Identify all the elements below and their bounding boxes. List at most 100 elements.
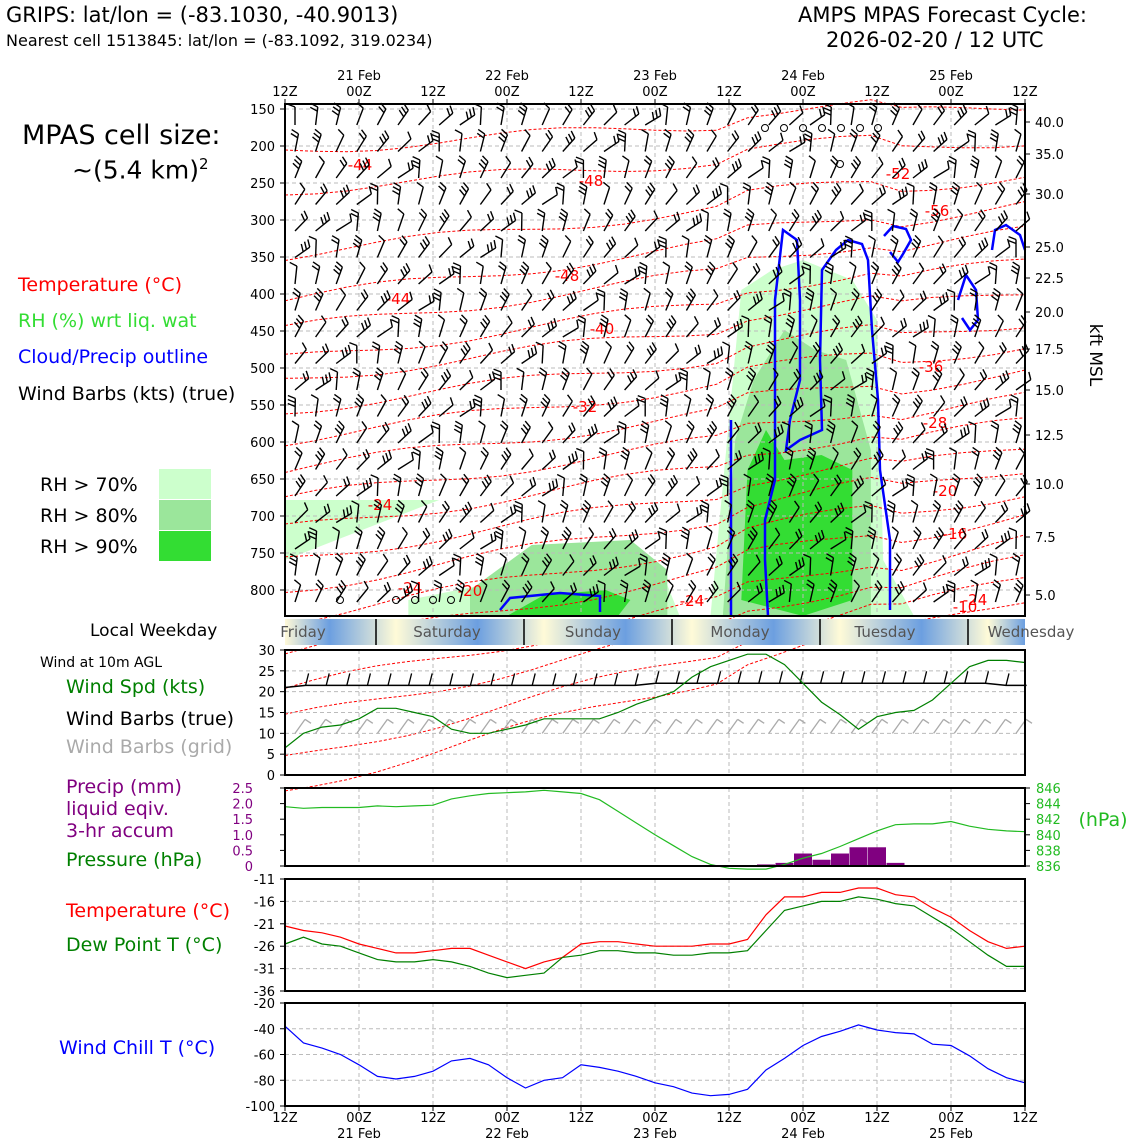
- dewpoint-label: Dew Point T (°C): [66, 934, 223, 956]
- wind-barb-flag: [831, 155, 839, 163]
- grid-barb-flag: [654, 718, 662, 724]
- wind-barb-shaft: [933, 591, 949, 603]
- temp-contour-17: [284, 554, 1026, 715]
- wind-barb-flag: [546, 553, 553, 561]
- wind-barb-flag: [501, 291, 508, 299]
- wind-barb-flag: [413, 318, 422, 324]
- temp-contour-label-4: -48: [555, 267, 580, 285]
- wind-barb-flag: [827, 424, 835, 430]
- wind-barb-flag: [793, 371, 799, 380]
- wind-barb-flag: [447, 236, 453, 245]
- wind-barb-flag: [724, 499, 732, 506]
- wind-barb-flag: [739, 318, 744, 327]
- true-barb-flag: [655, 671, 660, 684]
- wind-barb-flag: [906, 481, 914, 487]
- wind-barb-flag: [844, 530, 853, 536]
- calm-circle-low-2: [411, 596, 419, 604]
- wind-barb-flag: [948, 159, 956, 165]
- wind-barb-shaft: [706, 193, 722, 206]
- wind-barb-flag: [291, 128, 299, 135]
- wind-barb-flag: [505, 155, 512, 164]
- wind-barb-flag: [705, 106, 713, 113]
- true-barb-flag: [675, 671, 681, 684]
- wind-barb-flag: [292, 162, 300, 170]
- wind-barb-shaft: [335, 107, 342, 126]
- wind-barb-flag: [589, 266, 594, 275]
- wind-barb-flag: [592, 555, 597, 564]
- wind-barb-flag: [999, 345, 1005, 353]
- wind-barb-shaft: [583, 591, 599, 603]
- wind-barb-shaft: [891, 296, 905, 311]
- wind-barb-shaft: [582, 346, 590, 364]
- wind-barb-shaft: [603, 272, 619, 285]
- wind-barb-shaft: [871, 163, 884, 179]
- wind-barb-shaft: [335, 191, 350, 206]
- wind-barb-flag: [776, 395, 782, 404]
- wind-barb-shaft: [932, 346, 940, 364]
- wind-barb-shaft: [335, 266, 344, 285]
- wind-barb-shaft: [624, 507, 636, 523]
- wind-barb-flag: [637, 394, 646, 400]
- wind-barb-flag: [355, 526, 363, 533]
- wind-barb-flag: [818, 369, 824, 378]
- wind-barb-flag: [578, 189, 586, 196]
- wind-barb-shaft: [789, 141, 806, 153]
- wind-barb-flag: [579, 348, 587, 355]
- wind-barb-flag: [989, 261, 997, 267]
- wind-barb-shaft: [315, 321, 327, 338]
- wind-barb-flag: [974, 477, 982, 484]
- wind-barb-shaft: [809, 537, 825, 550]
- wind-barb-flag: [571, 453, 575, 462]
- true-barb-flag: [366, 673, 372, 686]
- wind-barb-flag: [421, 401, 427, 410]
- wind-barb-flag: [994, 450, 1001, 457]
- wind-barb-shaft: [727, 457, 742, 471]
- wind-barb-flag: [549, 289, 555, 298]
- wind-barb-flag: [911, 371, 919, 378]
- wind-barb-flag: [371, 345, 380, 351]
- wind-barb-flag: [647, 185, 654, 194]
- wind-barb-flag: [1026, 211, 1031, 220]
- wind-barb-flag: [409, 291, 413, 300]
- wind-barb-flag: [953, 507, 960, 515]
- wind-barb-flag: [732, 262, 738, 270]
- wind-barb-shaft: [665, 481, 678, 497]
- true-barb-flag: [964, 671, 969, 684]
- wind-barb-flag: [503, 579, 510, 587]
- wind-barb-shaft: [912, 372, 920, 391]
- xlabel-bottom-date-4: 25 Feb: [929, 1127, 973, 1140]
- wind-barb-flag: [401, 428, 406, 437]
- wind-barb-shaft: [500, 190, 514, 205]
- wind-barb-shaft: [459, 133, 463, 152]
- wind-barb-flag: [431, 137, 440, 143]
- wind-barb-flag: [814, 212, 820, 221]
- wind-barb-flag: [872, 424, 879, 432]
- wind-barb-shaft: [685, 454, 698, 470]
- wind-barb-flag: [639, 261, 648, 267]
- wind-barb-shaft: [520, 135, 531, 152]
- temp-contour-label-17: -10: [953, 598, 978, 616]
- wind-barb-flag: [520, 265, 528, 272]
- grid-barb-flag: [984, 718, 992, 724]
- true-barb-flag: [943, 671, 948, 684]
- wind-barb-flag: [917, 163, 922, 173]
- wind-barb-flag: [578, 185, 587, 192]
- xlabel-bottom-120: 12Z: [1012, 1111, 1038, 1126]
- wind-barb-shaft: [871, 107, 878, 126]
- wind-barb-flag: [618, 420, 627, 426]
- grid-barb-flag: [757, 718, 765, 724]
- wind-barb-shaft: [623, 347, 635, 364]
- wind-barb-shaft: [891, 267, 902, 285]
- temperature-label: Temperature (°C): [66, 900, 230, 922]
- wind-barb-shaft: [356, 559, 366, 576]
- wind-barb-flag: [349, 505, 353, 514]
- wind-barb-shaft: [644, 217, 658, 232]
- wind-barb-flag: [684, 265, 692, 272]
- wind-barb-flag: [706, 427, 713, 435]
- wind-barb-shaft: [830, 189, 842, 205]
- grid-barb-shaft: [665, 718, 677, 734]
- wind-barb-flag: [762, 156, 771, 161]
- wind-barb-flag: [415, 477, 423, 484]
- wind-barb-flag: [332, 397, 341, 404]
- wind-barb-flag: [978, 242, 983, 251]
